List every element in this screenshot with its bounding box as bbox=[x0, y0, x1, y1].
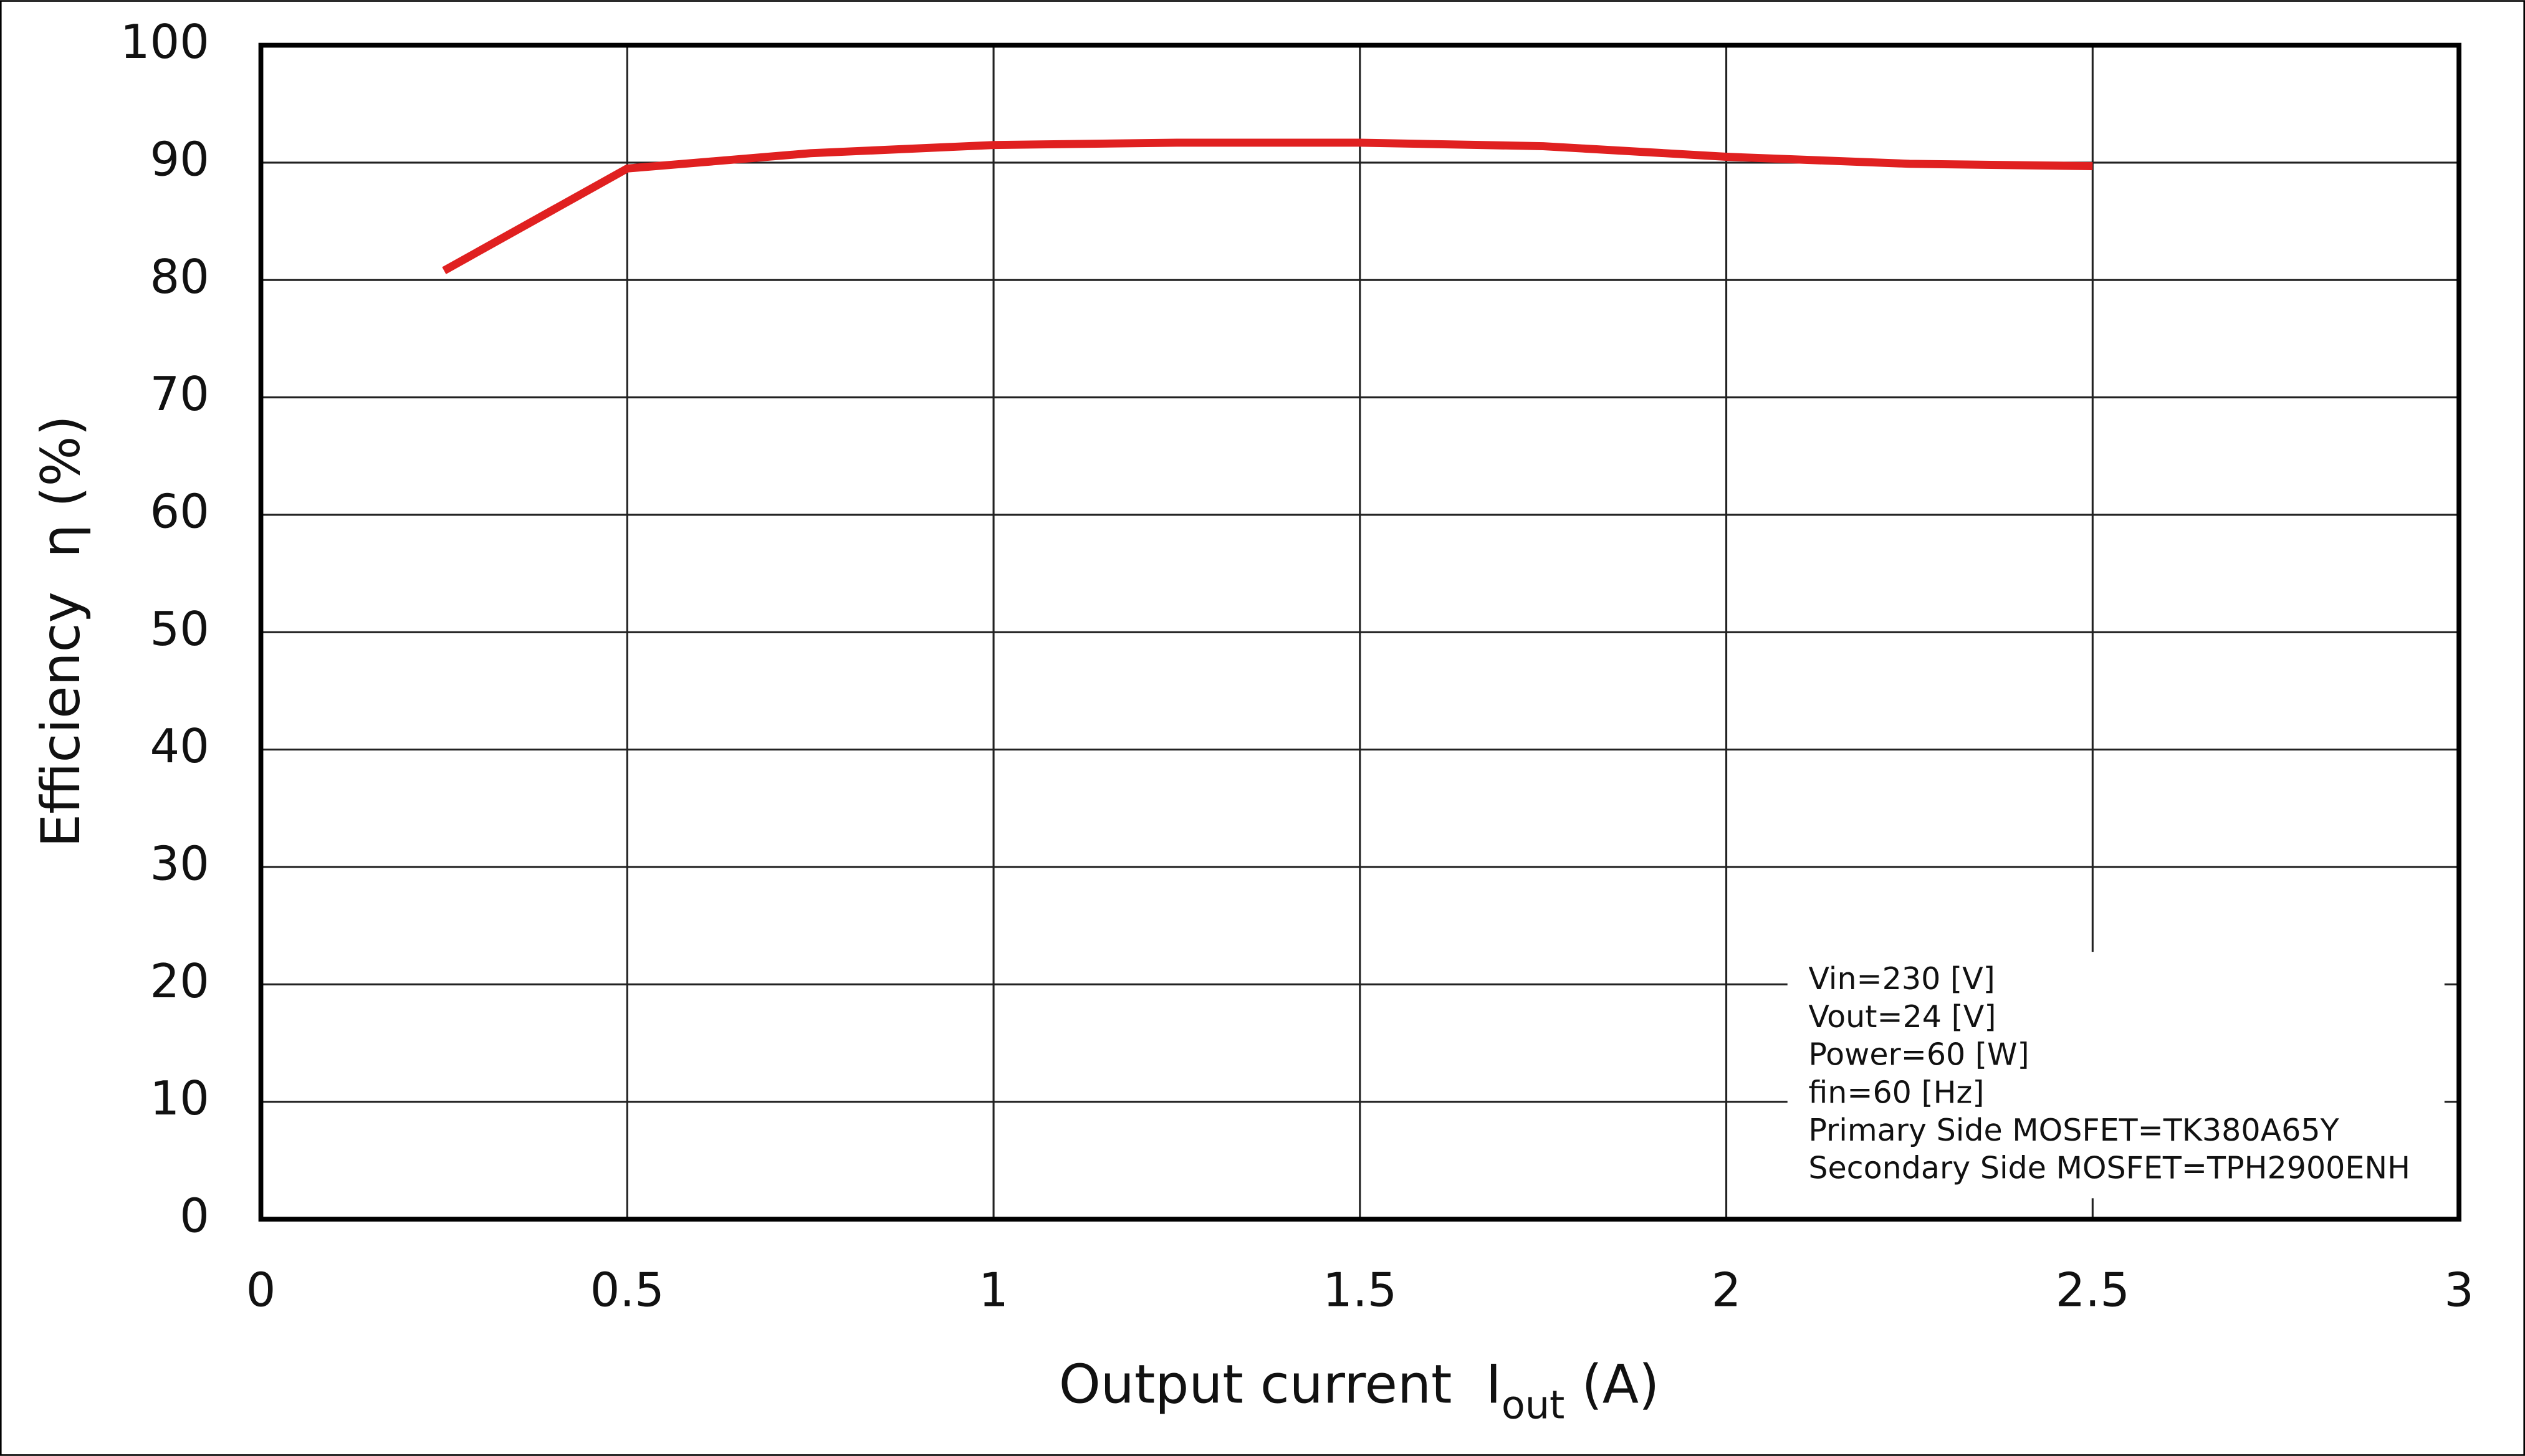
y-tick-label: 20 bbox=[150, 954, 209, 1008]
y-tick-label: 60 bbox=[150, 484, 209, 539]
y-tick-label: 80 bbox=[150, 249, 209, 304]
x-tick-label: 0.5 bbox=[590, 1262, 664, 1317]
y-tick-label: 0 bbox=[180, 1188, 209, 1243]
x-tick-label: 1.5 bbox=[1323, 1262, 1397, 1317]
x-axis-label: Output current Iout (A) bbox=[1059, 1354, 1660, 1428]
x-axis-label-suffix: (A) bbox=[1564, 1354, 1659, 1416]
plot-frame bbox=[258, 42, 2461, 1222]
x-tick-label: 1 bbox=[979, 1262, 1009, 1317]
data-line bbox=[442, 138, 2093, 274]
annotation-line: fin=60 [Hz] bbox=[1808, 1074, 1984, 1110]
marks bbox=[442, 138, 2093, 274]
y-axis-label: Efficiency η (%) bbox=[31, 415, 92, 848]
x-tick-label: 3 bbox=[2444, 1262, 2474, 1317]
y-tick-label: 70 bbox=[150, 366, 209, 421]
y-tick-label: 100 bbox=[120, 14, 209, 69]
x-tick-label: 2.5 bbox=[2056, 1262, 2130, 1317]
y-tick-label: 90 bbox=[150, 132, 209, 186]
annotation-line: Power=60 [W] bbox=[1808, 1037, 2029, 1073]
annotation-line: Vin=230 [V] bbox=[1808, 960, 1995, 997]
x-tick-label: 2 bbox=[1712, 1262, 1742, 1317]
y-tick-label: 40 bbox=[150, 719, 209, 774]
y-tick-label: 10 bbox=[150, 1071, 209, 1126]
annotation-line: Vout=24 [V] bbox=[1808, 999, 1996, 1035]
y-tick-label: 50 bbox=[150, 601, 209, 656]
x-tick-label: 0 bbox=[246, 1262, 276, 1317]
annotation-line: Primary Side MOSFET=TK380A65Y bbox=[1808, 1112, 2339, 1148]
x-axis-label-text: Output current I bbox=[1059, 1354, 1502, 1416]
x-axis-label-sub: out bbox=[1502, 1382, 1565, 1427]
annotation-line: Secondary Side MOSFET=TPH2900ENH bbox=[1808, 1150, 2410, 1186]
annotation-box bbox=[1787, 952, 2445, 1199]
y-tick-label: 30 bbox=[150, 836, 209, 891]
